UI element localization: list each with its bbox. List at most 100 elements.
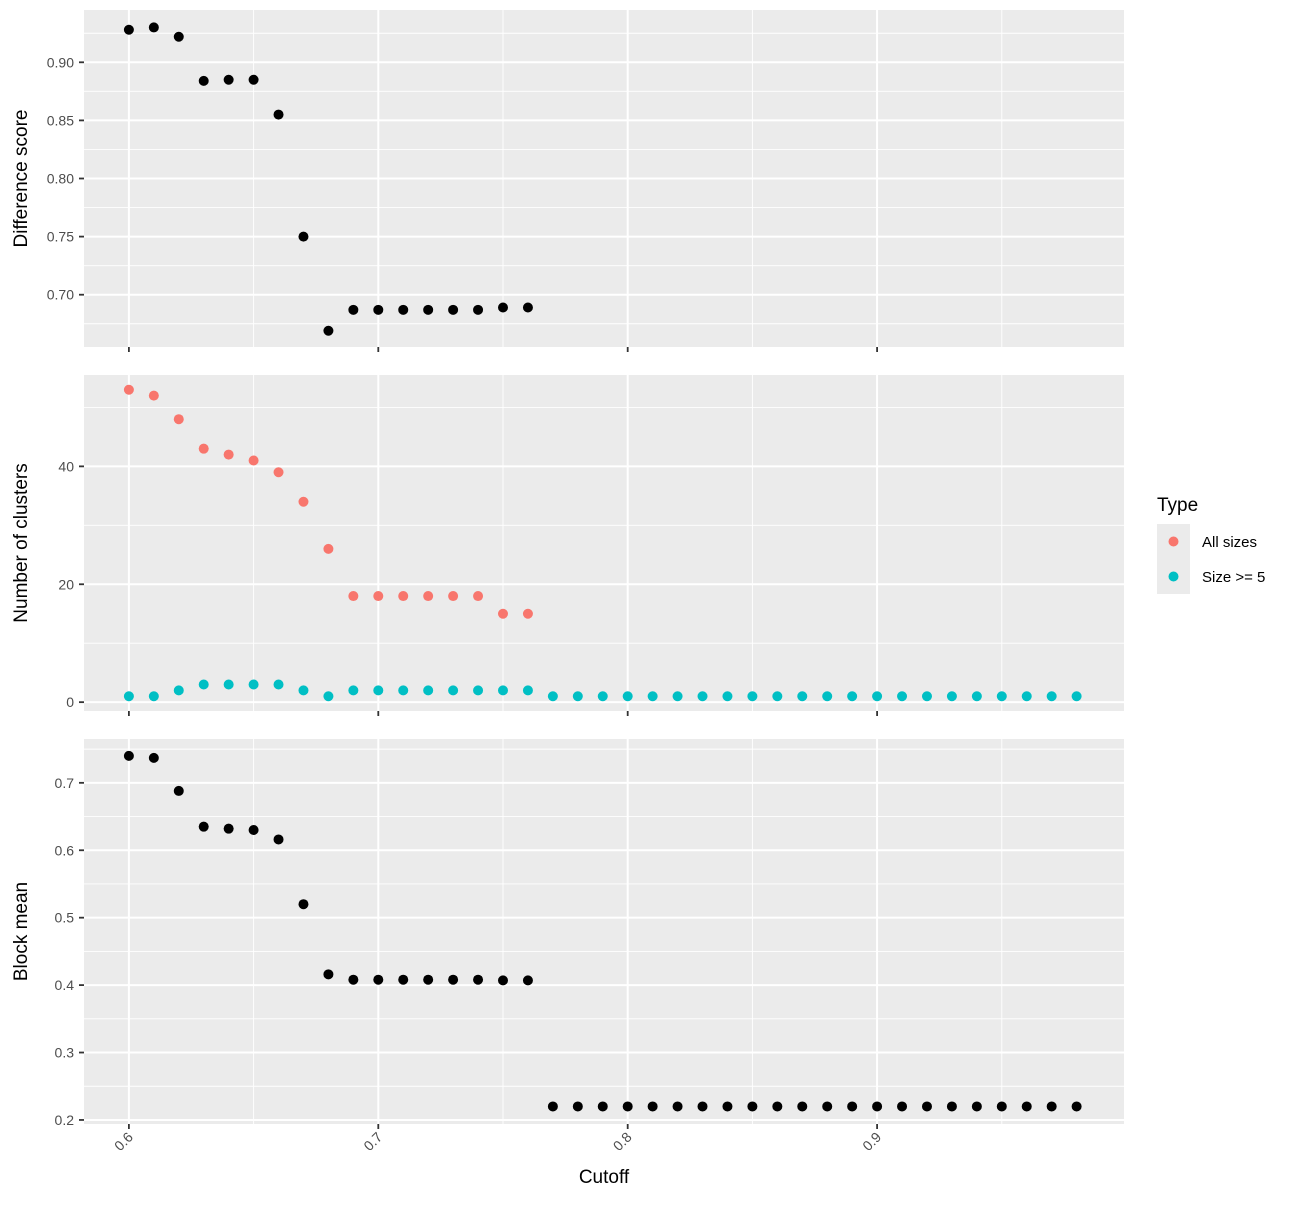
panel-3-series-1-point [1046,1101,1057,1112]
panel-2-series-1-point [298,496,309,507]
panel-2-series-1-point [173,414,184,425]
panel-1-series-1-point [373,304,384,315]
panel-3-series-1-point [921,1101,932,1112]
panel-2-series-2-point [423,685,434,696]
panel-2-series-1-point [473,591,484,602]
panel-3-series-1-point [1021,1101,1032,1112]
panel-1-ytick-label: 0.70 [47,287,74,303]
panel-2-series-1-point [398,591,409,602]
panel-2-series-2-point [398,685,409,696]
panel-1-series-1-point [348,304,359,315]
panel-3-series-1-point [822,1101,833,1112]
panel-2-series-2-point [148,691,159,702]
panel-2-series-2-point [1071,691,1082,702]
panel-3-series-1-point [946,1101,957,1112]
panel-3-ytick-label: 0.6 [55,842,75,858]
panel-1-ytick-label: 0.75 [47,229,74,245]
panel-3-series-1-point [622,1101,633,1112]
panel-1-series-1-point [123,24,134,35]
panel-3-y-axis-title: Block mean [11,882,32,981]
panel-3-ytick-label: 0.2 [55,1112,75,1128]
panel-3-series-1-point [173,785,184,796]
panel-2-series-2-point [497,685,508,696]
panel-3-series-1-point [572,1101,583,1112]
legend-item-2-label: Size >= 5 [1202,569,1265,586]
panel-2-series-2-point [273,679,284,690]
panel-2-series-1-point [423,591,434,602]
panel-1-series-1-point [298,231,309,242]
panel-1-series-1-point [173,31,184,42]
legend-title: Type [1157,495,1198,516]
panel-2-series-2-point [996,691,1007,702]
panel-1-series-1-point [248,74,259,85]
panel-3-series-1-point [872,1101,883,1112]
x-tick-label: 0.7 [360,1129,385,1154]
panel-3-series-1-point [248,825,259,836]
panel-2-series-1-point [198,443,209,454]
panel-2-series-2-point [772,691,783,702]
panel-3-background [84,739,1124,1124]
panel-2-series-2-point [597,691,608,702]
panel-3-series-1-point [672,1101,683,1112]
panel-1-series-1-point [398,304,409,315]
panel-1-series-1-point [223,74,234,85]
panel-2-series-2-point [872,691,883,702]
panel-3-series-1-point [722,1101,733,1112]
panel-3-series-1-point [971,1101,982,1112]
panel-2-series-2-point [248,679,259,690]
panel-2-series-2-point [448,685,459,696]
panel-2-background [84,375,1124,711]
panel-2-series-2-point [897,691,908,702]
panel-2-series-2-point [373,685,384,696]
panel-3-series-1-point [148,752,159,763]
panel-1-y-axis-title: Difference score [11,110,32,248]
x-tick-label: 0.9 [859,1129,884,1154]
panel-3-series-1-point [348,974,359,985]
panel-2-series-1-point [148,390,159,401]
panel-3-ytick-label: 0.3 [55,1045,75,1061]
panel-2-series-2-point [921,691,932,702]
panel-3-series-1-point [497,975,508,986]
panel-2-series-1-point [373,591,384,602]
panel-2-series-2-point [1046,691,1057,702]
panel-2-series-1-point [497,608,508,619]
panel-2-series-2-point [473,685,484,696]
panel-3-series-1-point [273,834,284,845]
panel-2-series-2-point [647,691,658,702]
panel-3-series-1-point [423,974,434,985]
panel-3-ytick-label: 0.7 [55,775,75,791]
panel-2-ytick-label: 40 [58,458,74,474]
panel-2-series-1-point [448,591,459,602]
panel-1-ytick-label: 0.85 [47,112,74,128]
panel-3-series-1-point [547,1101,558,1112]
panel-3-series-1-point [398,974,409,985]
x-tick-label: 0.6 [111,1129,136,1154]
panel-3-series-1-point [597,1101,608,1112]
panel-3-series-1-point [847,1101,858,1112]
panel-2-series-2-point [547,691,558,702]
panel-2-series-2-point [173,685,184,696]
panel-2-series-2-point [223,679,234,690]
legend-key-2-swatch [1168,571,1179,582]
panel-1-series-1-point [497,302,508,313]
panel-2-series-2-point [198,679,209,690]
panel-1-series-1-point [448,304,459,315]
panel-2-series-2-point [722,691,733,702]
panel-3-series-1-point [897,1101,908,1112]
panel-2-series-2-point [298,685,309,696]
panel-2-series-2-point [697,691,708,702]
panel-2-series-2-point [822,691,833,702]
panel-2-series-1-point [223,449,234,460]
panel-1-series-1-point [473,304,484,315]
panel-2-ytick-label: 20 [58,576,74,592]
panel-2-series-2-point [747,691,758,702]
panel-1-ytick-label: 0.80 [47,171,74,187]
panel-3-ytick-label: 0.5 [55,910,75,926]
panel-2-series-2-point [123,691,134,702]
x-axis-title: Cutoff [579,1167,630,1188]
x-tick-label: 0.8 [610,1129,635,1154]
panel-3-series-1-point [1071,1101,1082,1112]
panel-3-series-1-point [323,969,334,980]
panel-3-series-1-point [996,1101,1007,1112]
panel-2-series-2-point [572,691,583,702]
